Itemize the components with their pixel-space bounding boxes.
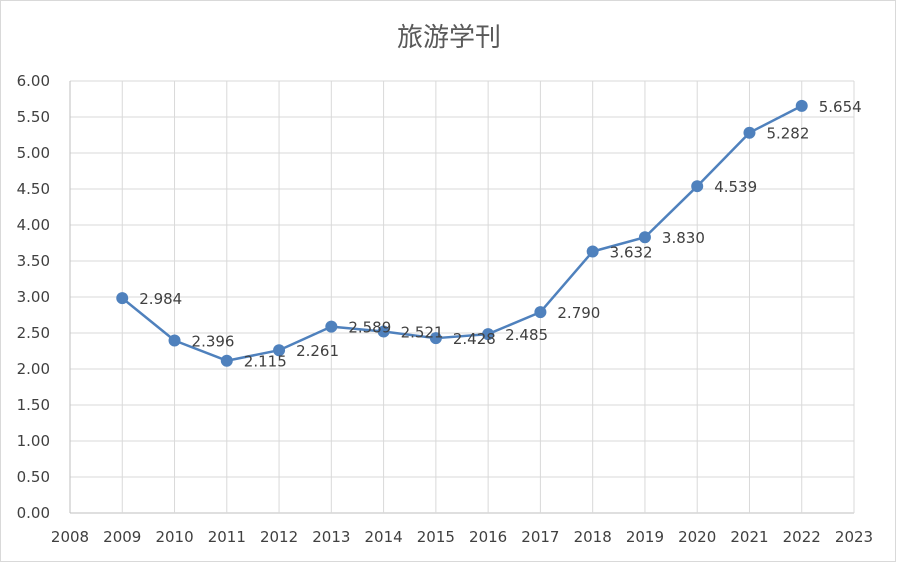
x-tick-label: 2012 [260,528,298,546]
data-label: 2.589 [348,319,391,337]
data-point [638,231,651,244]
y-tick-label: 1.00 [17,432,50,450]
data-label: 2.984 [139,290,182,308]
data-point [273,344,286,357]
data-label: 2.485 [505,326,548,344]
x-tick-label: 2019 [626,528,664,546]
series-layer [116,99,808,367]
data-point [743,126,756,139]
y-tick-label: 2.50 [17,324,50,342]
x-tick-label: 2010 [155,528,193,546]
x-tick-label: 2020 [678,528,716,546]
x-tick-label: 2017 [521,528,559,546]
data-label: 4.539 [714,178,757,196]
y-tick-label: 5.00 [17,144,50,162]
x-tick-label: 2015 [417,528,455,546]
data-point [534,306,547,319]
x-tick-label: 2022 [783,528,821,546]
y-tick-label: 4.50 [17,180,50,198]
data-label: 2.115 [244,353,287,371]
y-tick-label: 6.00 [17,72,50,90]
data-point [116,292,129,305]
x-tick-label: 2014 [365,528,403,546]
data-label: 3.632 [610,243,653,261]
data-point [220,354,233,367]
y-tick-label: 3.50 [17,252,50,270]
x-tick-label: 2011 [208,528,246,546]
data-point [795,99,808,112]
x-tick-label: 2018 [574,528,612,546]
data-label: 5.654 [819,98,862,116]
x-tick-label: 2016 [469,528,507,546]
data-point [325,320,338,333]
y-tick-label: 2.00 [17,360,50,378]
data-point [482,328,495,341]
x-tick-label: 2023 [835,528,873,546]
x-tick-label: 2008 [51,528,89,546]
x-tick-label: 2009 [103,528,141,546]
y-tick-label: 5.50 [17,108,50,126]
data-label: 2.521 [401,323,444,341]
x-tick-label: 2021 [730,528,768,546]
data-label: 5.282 [766,125,809,143]
data-label: 3.830 [662,229,705,247]
data-point [168,334,181,347]
data-label: 2.261 [296,342,339,360]
y-tick-label: 4.00 [17,216,50,234]
y-tick-label: 1.50 [17,396,50,414]
data-label-layer: 2.984 2.396 2.115 2.261 2.589 2.521 2.428 2.485… [139,98,861,371]
y-tick-label: 0.00 [17,504,50,522]
data-label: 2.396 [192,332,235,350]
chart-title: 旅游学刊 [397,23,501,53]
data-label: 2.790 [557,304,600,322]
grid-layer [69,80,855,514]
data-label: 2.428 [453,330,496,348]
data-point [377,325,390,338]
y-tick-label: 0.50 [17,468,50,486]
series-line [121,104,803,362]
axis-layer: 0.00 0.50 1.00 1.50 2.00 2.50 3.00 3.50 4.00 4.50… [17,72,874,546]
y-tick-label: 3.00 [17,288,50,306]
x-tick-label: 2013 [312,528,350,546]
data-point [586,245,599,258]
data-point [429,332,442,345]
data-point [691,180,704,193]
